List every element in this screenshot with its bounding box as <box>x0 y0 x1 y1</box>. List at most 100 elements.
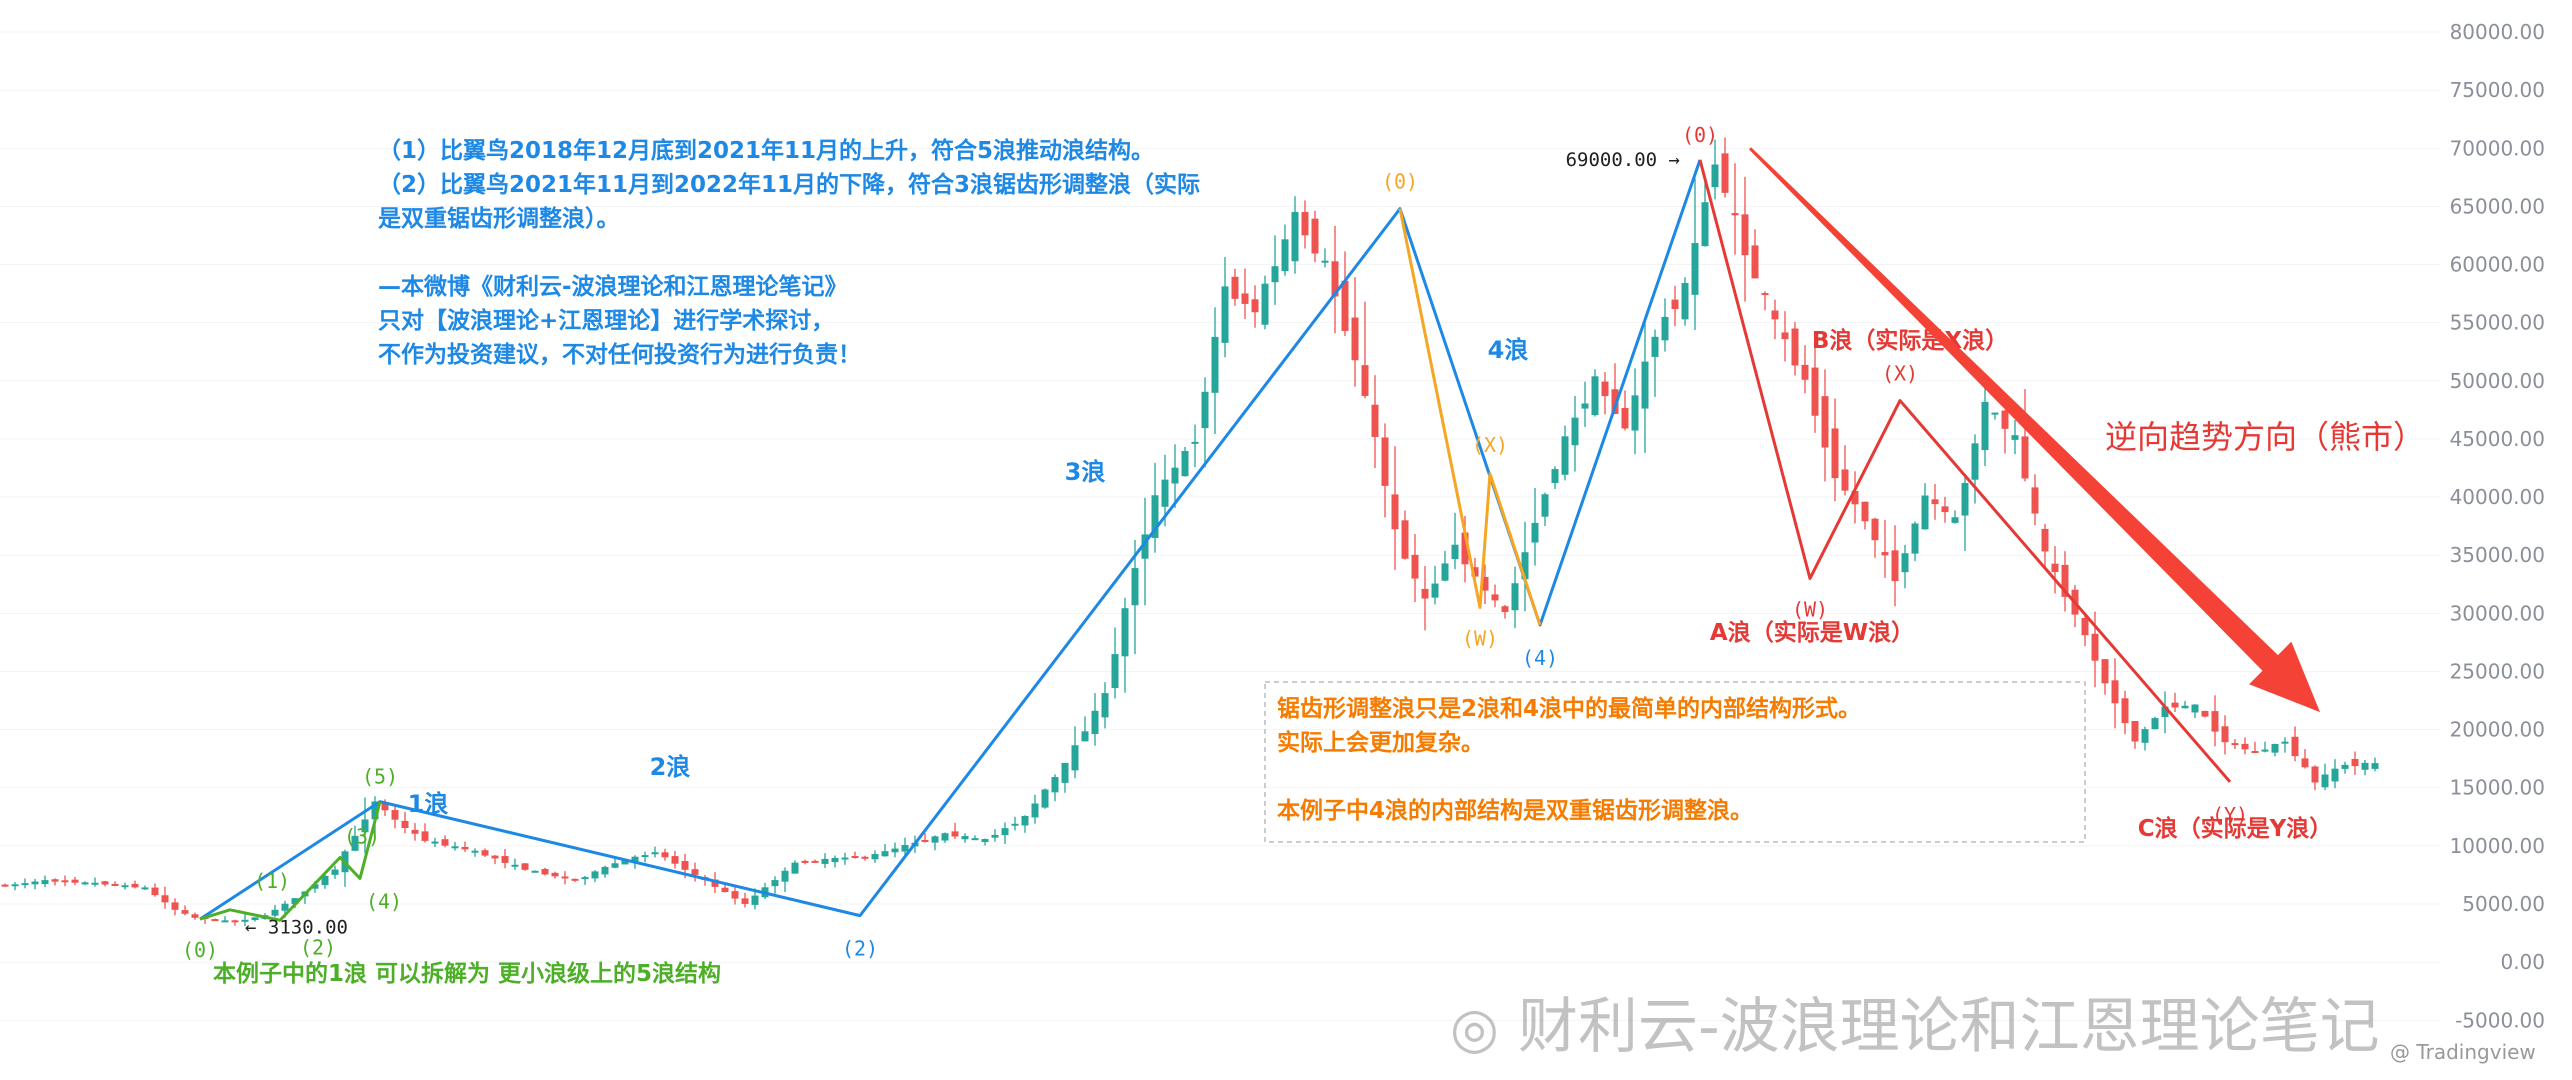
candle-body <box>1021 815 1029 826</box>
main-wave-point-label: (0) <box>1682 123 1718 147</box>
candle-body <box>991 834 999 838</box>
candle-body <box>211 919 219 922</box>
candle-body <box>1 884 9 887</box>
candle-body <box>1881 552 1889 556</box>
candle-body <box>781 870 789 882</box>
candle-body <box>801 860 809 863</box>
y-tick-label: 70000.00 <box>2450 136 2545 160</box>
candle-body <box>771 880 779 887</box>
candle-body <box>1451 544 1459 560</box>
candle-body <box>291 898 299 905</box>
wave1-note: 本例子中的1浪 可以拆解为 更小浪级上的5浪结构 <box>213 961 722 987</box>
candle-body <box>971 838 979 841</box>
candle-body <box>621 860 629 865</box>
candle-body <box>1061 762 1069 783</box>
candle-body <box>1731 213 1739 216</box>
candle-body <box>1561 436 1569 475</box>
candle-body <box>1121 608 1129 657</box>
candle-body <box>601 866 609 875</box>
bear-wave-point-label: (X) <box>1882 362 1918 386</box>
subwave-point-label: (3) <box>344 824 380 848</box>
candle-body <box>831 857 839 863</box>
candle-body <box>71 879 79 883</box>
candle-body <box>171 902 179 910</box>
candle-body <box>221 920 229 923</box>
main-wave-name: 4浪 <box>1488 336 1529 364</box>
candle-body <box>2331 768 2339 782</box>
candle-body <box>561 876 569 879</box>
candle-body <box>161 895 169 903</box>
candle-body <box>91 882 99 885</box>
candle-body <box>1241 293 1249 304</box>
candle-body <box>2371 763 2379 769</box>
candle-body <box>1621 407 1629 429</box>
subwave-point-label: (1) <box>254 869 290 893</box>
y-tick-label: 20000.00 <box>2450 718 2545 742</box>
bear-wave-point-label: (W) <box>1792 597 1828 621</box>
candle-body <box>1521 552 1529 580</box>
candle-body <box>1751 245 1759 279</box>
candle-body <box>1211 336 1219 393</box>
candle-body <box>1151 495 1159 538</box>
candle-body <box>2311 766 2319 783</box>
candle-body <box>1481 576 1489 591</box>
candle-body <box>471 850 479 853</box>
candle-body <box>2031 487 2039 514</box>
y-tick-label: 45000.00 <box>2450 427 2545 451</box>
candle-body <box>661 852 669 858</box>
top-line-4 <box>378 236 1200 270</box>
candle-body <box>901 845 909 852</box>
y-tick-label: 30000.00 <box>2450 601 2545 625</box>
candle-body <box>331 869 339 875</box>
candle-body <box>1261 283 1269 325</box>
candle-body <box>1391 494 1399 530</box>
candle-body <box>641 855 649 858</box>
candle-body <box>1901 553 1909 573</box>
main-wave-point-label: (0) <box>182 938 218 962</box>
candle-body <box>1841 469 1849 491</box>
candle-body <box>1941 506 1949 513</box>
candle-body <box>1041 789 1049 808</box>
candle-body <box>251 917 259 921</box>
weibo-icon: ◎ <box>1450 996 1499 1061</box>
candle-body <box>2151 718 2159 730</box>
top-line-5: —本微博《财利云-波浪理论和江恩理论笔记》 <box>378 274 848 300</box>
candle-body <box>791 862 799 874</box>
candle-body <box>481 850 489 856</box>
candle-body <box>1611 389 1619 414</box>
y-tick-label: 25000.00 <box>2450 659 2545 683</box>
candle-body <box>1951 517 1959 523</box>
y-tick-label: 55000.00 <box>2450 311 2545 335</box>
candle-body <box>1661 316 1669 341</box>
candle-body <box>1161 479 1169 507</box>
candle-body <box>1991 412 1999 415</box>
candle-body <box>1301 212 1309 236</box>
candle-body <box>1861 501 1869 522</box>
y-tick-label: -5000.00 <box>2455 1008 2545 1032</box>
wave4-internal-line <box>1398 208 1542 626</box>
candle-body <box>2281 741 2289 744</box>
candle-body <box>1831 428 1839 479</box>
candle-body <box>671 856 679 864</box>
candle-body <box>1081 731 1089 742</box>
candle-body <box>2081 618 2089 636</box>
y-tick-label: 50000.00 <box>2450 369 2545 393</box>
candle-body <box>111 883 119 886</box>
candle-body <box>1171 467 1179 484</box>
candle-body <box>1221 286 1229 343</box>
y-tick-label: 35000.00 <box>2450 543 2545 567</box>
y-tick-label: 80000.00 <box>2450 20 2545 44</box>
candle-body <box>401 820 409 828</box>
candle-body <box>871 854 879 860</box>
candle-body <box>1511 583 1519 611</box>
wave-labels: (0) (5) (2) (0) (4) (0) 1浪 2浪 3浪 4浪 (1) (2) (3) (4) (W… <box>182 123 2332 962</box>
y-tick-label: 40000.00 <box>2450 485 2545 509</box>
candle-body <box>961 836 969 840</box>
candle-body <box>1711 164 1719 188</box>
candle-body <box>651 852 659 855</box>
candle-body <box>491 855 499 859</box>
candle-body <box>1791 328 1799 366</box>
candle-body <box>1141 534 1149 559</box>
candle-body <box>1001 828 1009 836</box>
candle-body <box>1131 568 1139 606</box>
